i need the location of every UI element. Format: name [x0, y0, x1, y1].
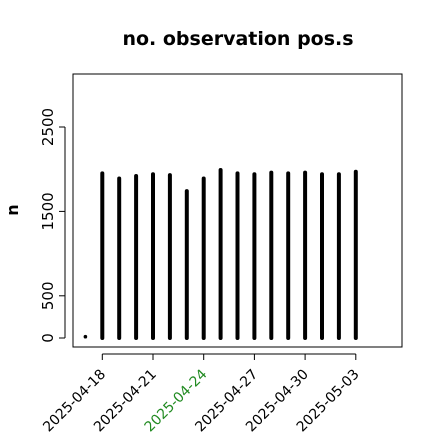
- y-axis-label: n: [3, 204, 22, 215]
- chart-title: no. observation pos.s: [122, 28, 353, 50]
- y-tick-label: 500: [39, 281, 57, 310]
- y-tick-label: 2500: [39, 108, 57, 146]
- x-axis: 2025-04-182025-04-212025-04-242025-04-27…: [40, 353, 363, 435]
- y-tick-label: 0: [39, 333, 57, 343]
- bars: [83, 168, 358, 340]
- y-axis: 0 500 1500 2500: [39, 108, 66, 343]
- plot-frame: [72, 73, 403, 348]
- y-tick-label: 1500: [39, 192, 57, 230]
- bar: [83, 334, 88, 339]
